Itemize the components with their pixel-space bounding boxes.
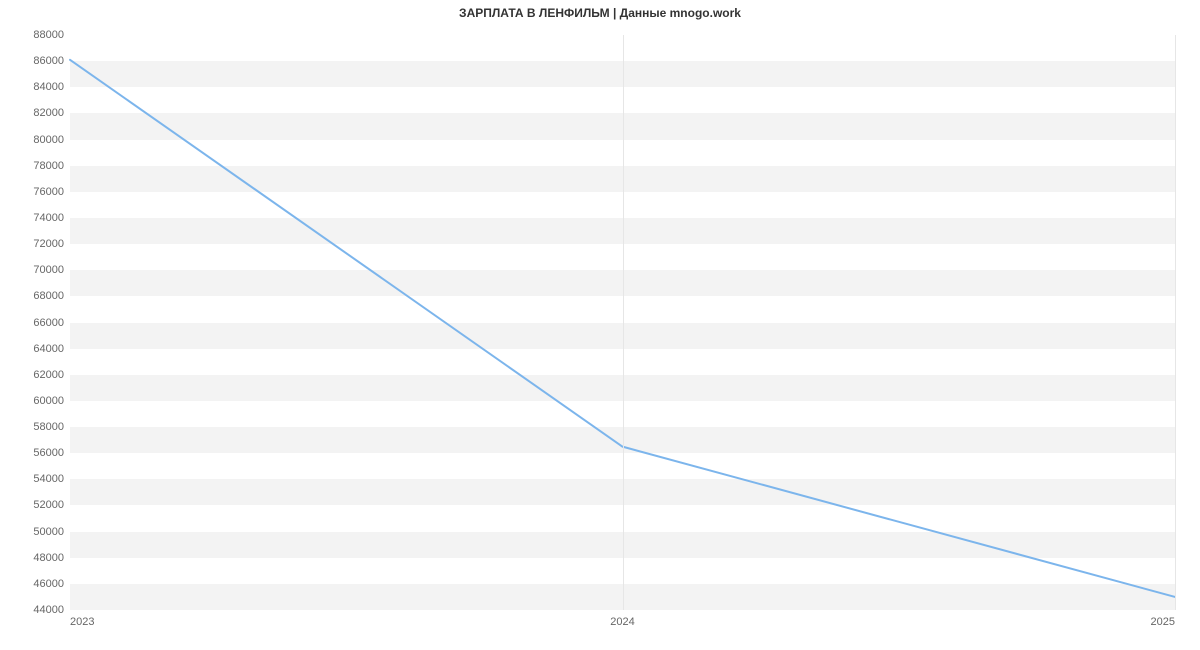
y-tick-label: 44000 xyxy=(33,604,64,616)
x-gridline xyxy=(623,35,624,610)
x-gridline xyxy=(1175,35,1176,610)
y-tick-label: 84000 xyxy=(33,81,64,93)
y-tick-label: 68000 xyxy=(33,290,64,302)
y-tick-label: 52000 xyxy=(33,499,64,511)
chart-title: ЗАРПЛАТА В ЛЕНФИЛЬМ | Данные mnogo.work xyxy=(0,6,1200,20)
y-tick-label: 62000 xyxy=(33,369,64,381)
y-tick-label: 46000 xyxy=(33,578,64,590)
y-tick-label: 66000 xyxy=(33,317,64,329)
plot-area: 4400046000480005000052000540005600058000… xyxy=(70,35,1175,610)
x-tick-label: 2025 xyxy=(1151,616,1175,628)
y-tick-label: 76000 xyxy=(33,186,64,198)
y-tick-label: 80000 xyxy=(33,134,64,146)
y-tick-label: 86000 xyxy=(33,55,64,67)
y-tick-label: 74000 xyxy=(33,212,64,224)
y-tick-label: 64000 xyxy=(33,343,64,355)
y-tick-label: 72000 xyxy=(33,238,64,250)
y-tick-label: 70000 xyxy=(33,264,64,276)
y-tick-label: 48000 xyxy=(33,552,64,564)
y-tick-label: 78000 xyxy=(33,160,64,172)
chart-container: ЗАРПЛАТА В ЛЕНФИЛЬМ | Данные mnogo.work … xyxy=(0,0,1200,650)
y-tick-label: 88000 xyxy=(33,29,64,41)
y-tick-label: 60000 xyxy=(33,395,64,407)
y-tick-label: 54000 xyxy=(33,473,64,485)
x-tick-label: 2024 xyxy=(610,616,634,628)
y-tick-label: 82000 xyxy=(33,107,64,119)
y-tick-label: 50000 xyxy=(33,526,64,538)
y-tick-label: 58000 xyxy=(33,421,64,433)
y-tick-label: 56000 xyxy=(33,447,64,459)
x-tick-label: 2023 xyxy=(70,616,94,628)
